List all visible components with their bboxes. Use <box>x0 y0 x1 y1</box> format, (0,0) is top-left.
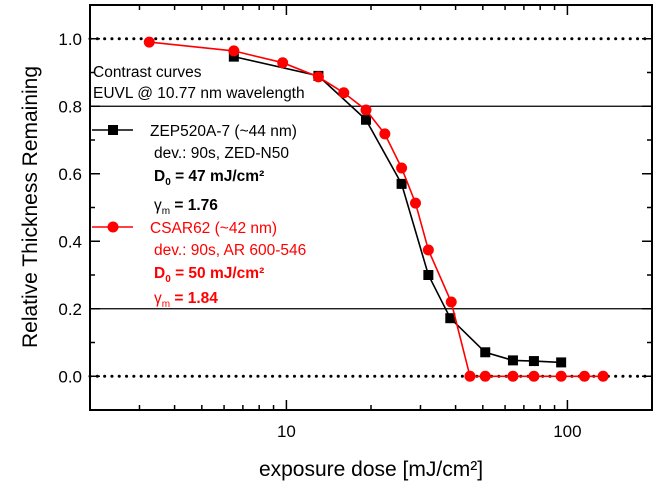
data-point-circle <box>143 36 155 48</box>
data-point-circle <box>228 45 240 57</box>
data-point-circle <box>507 370 519 382</box>
data-point-circle <box>464 370 476 382</box>
x-axis-title: exposure dose [mJ/cm²] <box>259 458 483 481</box>
data-point-square <box>507 355 518 366</box>
x-tick-label: 10 <box>277 422 296 441</box>
series-layer <box>143 36 609 382</box>
y-tick-label: 0.4 <box>58 232 82 251</box>
series-line-0 <box>233 55 562 364</box>
legend-marker-square <box>108 125 118 135</box>
data-point-circle <box>360 104 372 116</box>
data-point-circle <box>528 370 540 382</box>
y-tick-label: 0.0 <box>58 367 82 386</box>
legend-d0-zep: D0 = 47 mJ/cm² <box>154 168 264 188</box>
legend-d0-csar: D0 = 50 mJ/cm² <box>154 265 264 285</box>
legend-gamma-zep: γm = 1.76 <box>154 197 218 217</box>
y-tick-label: 0.8 <box>58 97 82 116</box>
y-axis-title: Relative Thickness Remaining <box>19 66 42 348</box>
annotation-line-2: EUVL @ 10.77 nm wavelength <box>93 85 305 102</box>
data-point-square <box>423 270 434 280</box>
data-point-circle <box>277 57 289 69</box>
data-point-square <box>556 357 567 368</box>
legend: ZEP520A-7 (~44 nm) dev.: 90s, ZED-N50 D0… <box>92 123 306 310</box>
legend-dev-zep: dev.: 90s, ZED-N50 <box>154 145 289 162</box>
data-point-circle <box>422 244 434 256</box>
legend-entry-zep: ZEP520A-7 (~44 nm) dev.: 90s, ZED-N50 D0… <box>92 123 297 217</box>
data-point-circle <box>578 370 590 382</box>
x-tick-label: 100 <box>553 422 581 441</box>
data-point-square <box>528 356 539 367</box>
annotation: Contrast curves EUVL @ 10.77 nm waveleng… <box>93 64 305 102</box>
legend-label-zep: ZEP520A-7 (~44 nm) <box>150 123 297 140</box>
data-point-circle <box>379 128 391 140</box>
legend-dev-csar: dev.: 90s, AR 600-546 <box>154 242 306 259</box>
axes: 10 100 0.0 0.2 0.4 0.6 0.8 1.0 <box>58 4 653 441</box>
annotation-line-1: Contrast curves <box>93 64 202 81</box>
data-point-circle <box>445 296 457 308</box>
data-point-circle <box>555 370 567 382</box>
data-point-square <box>228 51 239 62</box>
data-point-square <box>361 114 372 125</box>
data-point-circle <box>338 87 350 99</box>
y-tick-label: 0.2 <box>58 300 82 319</box>
data-point-square <box>445 313 456 324</box>
data-point-square <box>480 347 491 358</box>
data-point-circle <box>597 370 609 382</box>
data-point-circle <box>396 162 408 174</box>
data-point-circle <box>479 370 491 382</box>
y-tick-label: 1.0 <box>58 30 82 49</box>
legend-entry-csar: CSAR62 (~42 nm) dev.: 90s, AR 600-546 D0… <box>92 220 306 310</box>
y-tick-label: 0.6 <box>58 165 82 184</box>
data-point-square <box>396 178 407 189</box>
data-point-circle <box>409 197 421 209</box>
data-point-circle <box>312 71 324 83</box>
legend-marker-circle <box>107 221 119 233</box>
legend-label-csar: CSAR62 (~42 nm) <box>150 220 277 237</box>
legend-gamma-csar: γm = 1.84 <box>154 290 218 310</box>
